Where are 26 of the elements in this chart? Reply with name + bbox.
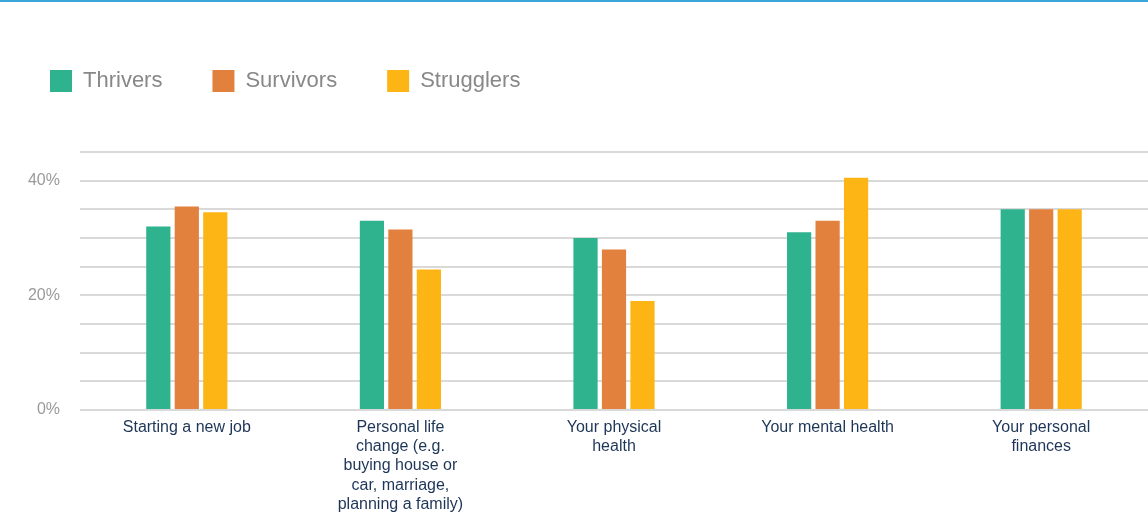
- bar: [573, 238, 598, 409]
- x-tick-label: Your mental health: [761, 418, 895, 436]
- y-tick-label: 20%: [27, 285, 60, 303]
- bar: [359, 220, 385, 409]
- legend-label: Thrivers: [83, 67, 163, 93]
- bar: [1029, 209, 1054, 409]
- x-tick-label: Your physical health: [566, 418, 662, 455]
- bar: [787, 232, 812, 409]
- x-tick-label: Your personal finances: [992, 418, 1091, 455]
- bar: [1000, 209, 1025, 409]
- bar: [146, 226, 171, 409]
- bar: [416, 269, 441, 409]
- y-tick-label: 0%: [36, 400, 60, 418]
- bar: [203, 212, 228, 409]
- bar: [815, 220, 840, 409]
- x-tick-label: Starting a new job: [122, 418, 251, 436]
- bar: [1057, 209, 1082, 409]
- bar: [601, 249, 627, 409]
- bar: [630, 301, 655, 409]
- legend-label: Survivors: [245, 67, 338, 93]
- bar: [174, 206, 199, 409]
- bar: [843, 177, 869, 409]
- y-tick-label: 40%: [27, 171, 60, 189]
- bar: [388, 229, 413, 409]
- legend-label: Strugglers: [420, 67, 521, 93]
- x-tick-label: Personal life change (e.g. buying house or car, marriage, planning a family): [337, 418, 464, 512]
